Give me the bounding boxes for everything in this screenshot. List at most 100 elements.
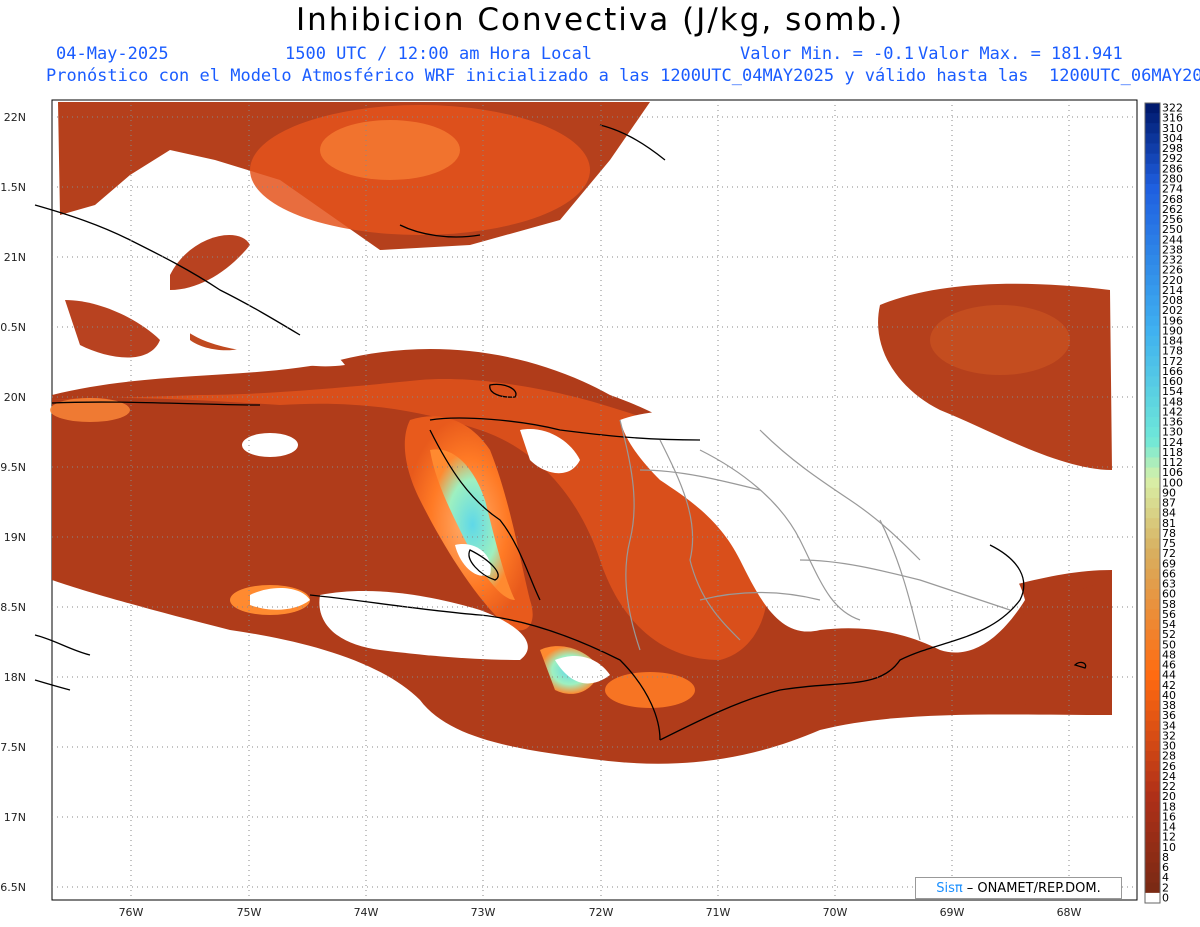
colorbar-swatch [1145,639,1160,651]
colorbar-label: 244 [1162,233,1183,246]
colorbar-label: 292 [1162,152,1183,165]
colorbar-swatch [1145,173,1160,185]
colorbar-swatch [1145,619,1160,631]
colorbar-label: 136 [1162,416,1183,429]
lat-label: 21N [4,251,26,264]
colorbar-swatch [1145,649,1160,661]
colorbar-label: 12 [1162,831,1176,844]
colorbar-swatch [1145,275,1160,286]
colorbar-swatch [1145,680,1160,691]
colorbar-swatch [1145,143,1160,155]
colorbar-swatch [1145,457,1160,469]
colorbar-label: 220 [1162,274,1183,287]
colorbar-label: 48 [1162,648,1176,661]
lat-label: 1.5N [0,181,26,194]
colorbar-label: 8 [1162,851,1169,864]
colorbar-swatch [1145,710,1160,722]
colorbar-label: 160 [1162,375,1183,388]
coastlines [34,124,1087,741]
colorbar-label: 268 [1162,193,1183,206]
colorbar-swatch [1145,254,1160,266]
colorbar-swatch [1145,609,1160,621]
colorbar-label: 54 [1162,618,1176,631]
colorbar-label: 50 [1162,638,1176,651]
colorbar-label: 250 [1162,223,1183,236]
colorbar-label: 81 [1162,517,1176,530]
chart-title: Inhibicion Convectiva (J/kg, somb.) [295,2,905,38]
colorbar-swatch [1145,821,1160,833]
colorbar-swatch [1145,163,1160,175]
colorbar-label: 172 [1162,355,1183,368]
colorbar-label: 38 [1162,699,1176,712]
colorbar-label: 202 [1162,304,1183,317]
colorbar-swatch [1145,578,1160,590]
lon-label: 72W [589,906,614,919]
colorbar-swatch [1145,194,1160,205]
max-value-label: Valor Max. = 181.941 [918,44,1123,64]
colorbar-swatch [1145,518,1160,529]
lat-label: 18N [4,671,26,684]
colorbar-swatch [1145,892,1160,904]
colorbar-label: 6 [1162,861,1169,874]
colorbar-swatch [1145,528,1160,540]
colorbar-swatch [1145,659,1160,671]
lat-label: 6.5N [0,881,26,894]
colorbar-swatch [1145,558,1160,570]
colorbar-swatch [1145,447,1160,459]
colorbar-swatch [1145,467,1160,479]
lat-label: 19N [4,531,26,544]
colorbar-label: 304 [1162,132,1183,145]
colorbar-label: 90 [1162,486,1176,499]
colorbar-swatch [1145,872,1160,884]
colorbar-label: 87 [1162,497,1176,510]
colorbar-swatch [1145,224,1160,236]
colorbar-swatch [1145,406,1160,418]
colorbar-label: 84 [1162,507,1176,520]
colorbar-swatch [1145,690,1160,702]
colorbar-swatch [1145,761,1160,772]
colorbar-label: 72 [1162,547,1176,560]
colorbar-swatch [1145,720,1160,732]
colorbar-label: 124 [1162,436,1183,449]
colorbar-swatch [1145,305,1160,317]
colorbar-label: 226 [1162,264,1183,277]
colorbar-label: 316 [1162,112,1183,125]
colorbar-label: 280 [1162,172,1183,185]
lat-label: 17N [4,811,26,824]
sispi-logo: Sisπ [936,880,963,896]
colorbar: 3223163103042982922862802742682622562502… [1144,102,1183,904]
lat-label: 20N [4,391,26,404]
colorbar-swatch [1145,862,1160,874]
colorbar-label: 100 [1162,476,1183,489]
colorbar-label: 24 [1162,770,1176,783]
colorbar-label: 44 [1162,669,1176,682]
colorbar-label: 40 [1162,689,1176,702]
colorbar-label: 69 [1162,557,1176,570]
colorbar-label: 66 [1162,567,1176,580]
colorbar-swatch [1145,852,1160,864]
colorbar-label: 142 [1162,405,1183,418]
colorbar-swatch [1145,234,1160,246]
colorbar-swatch [1145,315,1160,327]
credit-box: Sisπ – ONAMET/REP.DOM. [915,877,1122,899]
colorbar-label: 16 [1162,810,1176,823]
lat-label: 8.5N [0,601,26,614]
colorbar-swatch [1145,396,1160,408]
lat-label: 0.5N [0,321,26,334]
colorbar-label: 75 [1162,537,1176,550]
colorbar-swatch [1145,153,1160,165]
colorbar-label: 0 [1162,891,1169,904]
colorbar-label: 30 [1162,740,1176,753]
colorbar-swatch [1145,386,1160,398]
colorbar-label: 14 [1162,821,1176,834]
colorbar-swatch [1145,123,1160,134]
colorbar-swatch [1145,295,1160,307]
credit-text: – ONAMET/REP.DOM. [966,880,1101,896]
colorbar-swatch [1145,548,1160,560]
lat-label: 22N [4,111,26,124]
colorbar-label: 10 [1162,841,1176,854]
colorbar-swatch [1145,730,1160,742]
colorbar-swatch [1145,781,1160,793]
colorbar-label: 4 [1162,871,1169,884]
colorbar-swatch [1145,589,1160,600]
